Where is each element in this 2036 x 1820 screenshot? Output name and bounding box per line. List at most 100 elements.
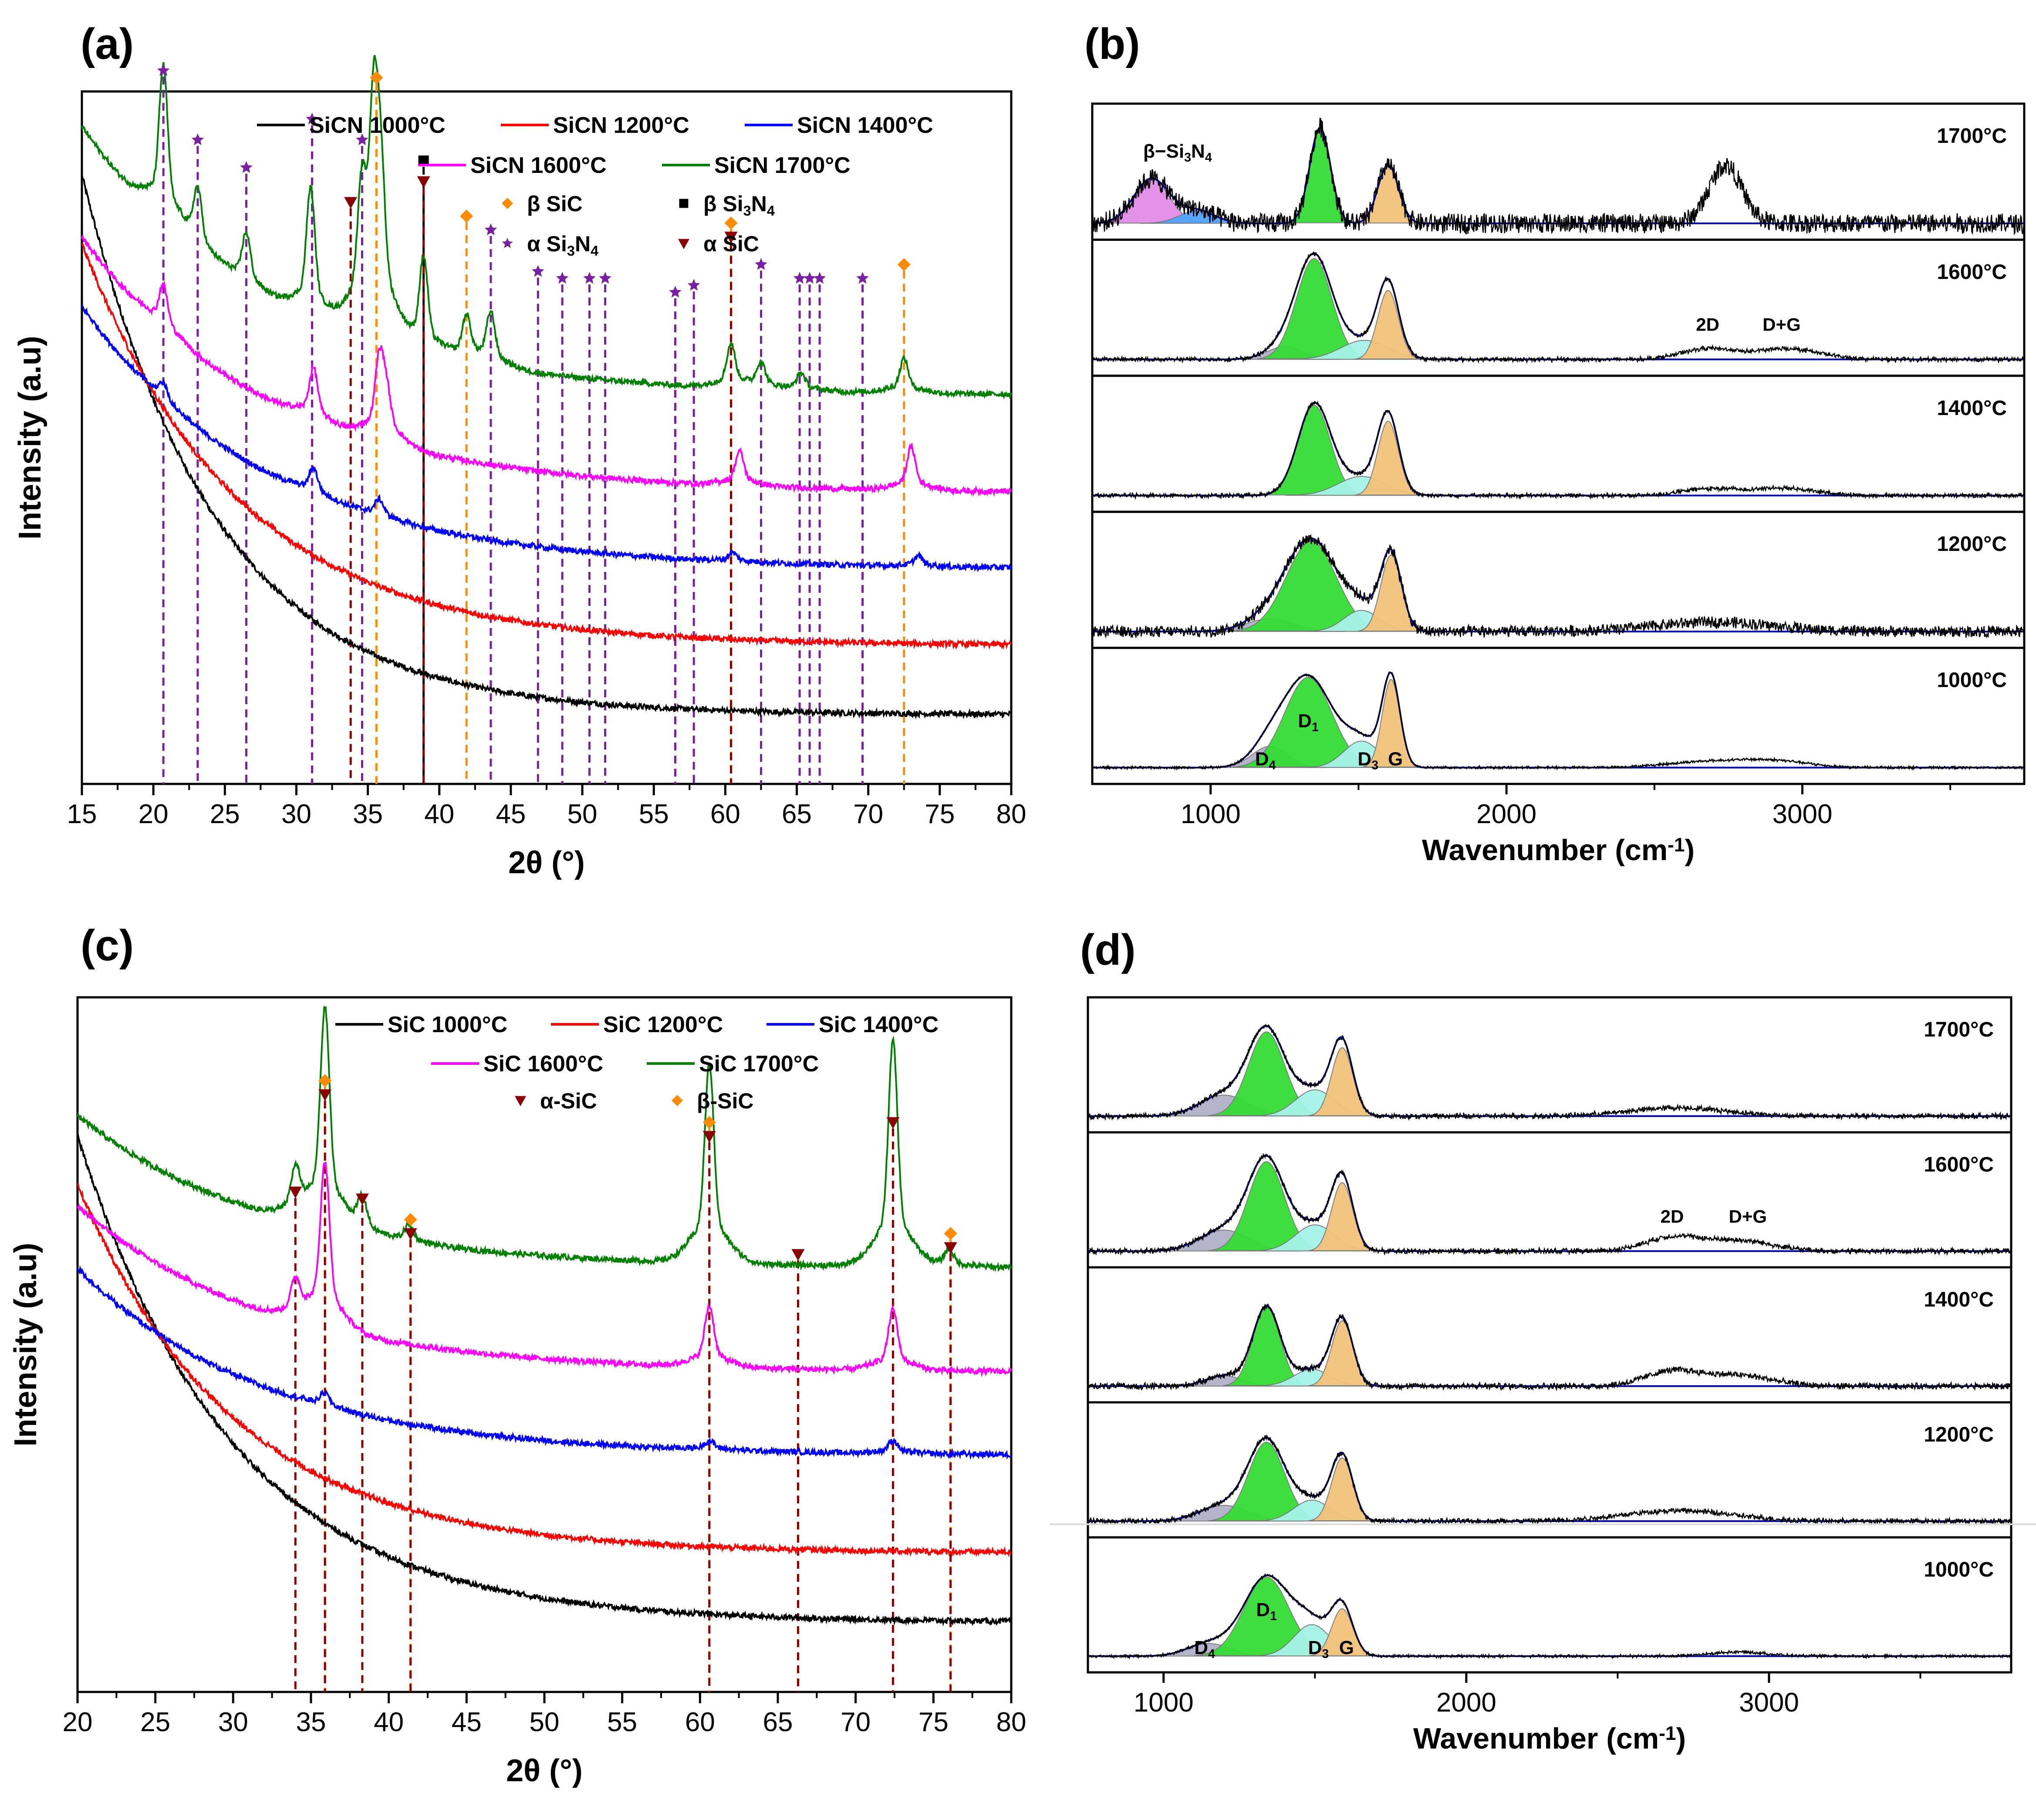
x-tick-label: 65 bbox=[782, 799, 812, 829]
phase-marker bbox=[370, 71, 383, 84]
x-tick-label: 2000 bbox=[1436, 1688, 1496, 1718]
legend-label: SiC 1400°C bbox=[819, 1012, 939, 1037]
phase-marker bbox=[724, 231, 738, 243]
x-tick-label: 20 bbox=[63, 1707, 93, 1737]
x-tick-label: 30 bbox=[218, 1707, 248, 1737]
raman-spectrum bbox=[1091, 534, 2025, 639]
legend-marker-label: α-SiC bbox=[540, 1089, 597, 1113]
phase-marker bbox=[803, 272, 816, 284]
series-line bbox=[81, 242, 1012, 650]
phase-marker bbox=[240, 161, 253, 173]
x-tick-label: 1000 bbox=[1134, 1688, 1194, 1718]
x-tick-label: 3000 bbox=[1773, 799, 1833, 829]
legend-marker-label-part: α Si bbox=[527, 232, 567, 256]
band-label-d4-part: D bbox=[1194, 1637, 1208, 1658]
panel-label-c: (c) bbox=[81, 921, 134, 970]
legend-marker-label: β SiC bbox=[527, 192, 583, 216]
legend-marker-label: α SiC bbox=[703, 232, 759, 256]
x-tick-label: 45 bbox=[496, 799, 526, 829]
legend-marker-label: β Si3N4 bbox=[703, 192, 775, 219]
series-line bbox=[77, 1162, 1012, 1378]
legend-marker-label-part: 4 bbox=[767, 203, 775, 219]
stack-temperature-label: 1700°C bbox=[1924, 1018, 1994, 1041]
raman-spectrum bbox=[1087, 1153, 2012, 1256]
band-annotation-part: 4 bbox=[1205, 151, 1212, 165]
phase-marker bbox=[404, 1228, 417, 1240]
phase-marker bbox=[724, 216, 738, 230]
x-tick-label: 35 bbox=[353, 799, 383, 829]
x-tick-label: 1000 bbox=[1181, 799, 1241, 829]
legend-marker bbox=[672, 1095, 683, 1106]
x-tick-label: 25 bbox=[140, 1707, 170, 1737]
phase-marker bbox=[599, 272, 611, 284]
x-axis-label: Wavenumber (cm-1) bbox=[1422, 834, 1695, 867]
x-axis-label: 2θ (°) bbox=[508, 845, 585, 880]
x-tick-label: 75 bbox=[925, 799, 955, 829]
series-line bbox=[81, 304, 1012, 573]
legend-label: SiC 1600°C bbox=[483, 1051, 603, 1077]
x-tick-label: 40 bbox=[374, 1707, 404, 1737]
legend-label: SiCN 1400°C bbox=[797, 113, 933, 138]
phase-marker bbox=[306, 112, 318, 125]
phase-marker bbox=[191, 133, 204, 145]
x-axis-label: 2θ (°) bbox=[506, 1753, 583, 1788]
raman-spectrum bbox=[1091, 400, 2025, 500]
phase-marker bbox=[791, 1249, 805, 1261]
legend-label: SiCN 1600°C bbox=[470, 153, 607, 178]
xrd-chart-sicn: 15 20 25 30 35 40 45 50 55 60 65 70 75 80 2θ (°) Intens… bbox=[13, 55, 1026, 880]
band-annotation-part: β−Si bbox=[1143, 141, 1184, 162]
legend-label: SiC 1700°C bbox=[699, 1051, 819, 1077]
x-tick-label: 55 bbox=[607, 1707, 637, 1737]
band-annotation-dg: D+G bbox=[1763, 314, 1801, 335]
phase-marker bbox=[556, 272, 569, 284]
band-label-d1: D1 bbox=[1256, 1599, 1277, 1623]
phase-marker bbox=[755, 258, 767, 270]
stack-temperature-label: 1600°C bbox=[1924, 1153, 1994, 1176]
stack-temperature-label: 1600°C bbox=[1937, 260, 2007, 284]
x-tick-label: 35 bbox=[296, 1707, 326, 1737]
x-tick-label: 55 bbox=[639, 799, 669, 829]
series-line bbox=[77, 1183, 1012, 1557]
legend-label: SiC 1000°C bbox=[388, 1012, 507, 1037]
legend-marker bbox=[502, 198, 513, 209]
legend-marker-label: α Si3N4 bbox=[527, 232, 598, 259]
legend-marker-label-part: 4 bbox=[591, 243, 598, 259]
phase-marker bbox=[289, 1186, 302, 1199]
legend-marker-label-part: β SiC bbox=[527, 192, 583, 216]
band-annotation-part: N bbox=[1191, 141, 1205, 162]
raman-spectrum bbox=[1087, 1303, 2012, 1391]
raman-spectrum bbox=[1092, 671, 2025, 771]
phase-marker bbox=[856, 272, 869, 284]
x-tick-label: 3000 bbox=[1739, 1688, 1799, 1718]
x-axis-label: Wavenumber (cm-1) bbox=[1413, 1722, 1686, 1755]
series-line bbox=[81, 235, 1012, 497]
band-annotation-2d: 2D bbox=[1661, 1206, 1684, 1227]
band-label-g-part: G bbox=[1339, 1637, 1354, 1658]
phase-marker bbox=[157, 64, 170, 76]
x-tick-label: 75 bbox=[918, 1707, 949, 1737]
phase-marker bbox=[355, 1193, 369, 1205]
y-axis-label: Intensity (a.u) bbox=[13, 336, 47, 540]
legend-marker-label-part: 3 bbox=[567, 243, 575, 259]
phase-marker bbox=[532, 265, 544, 277]
x-tick-label: 40 bbox=[424, 799, 454, 829]
x-tick-label: 60 bbox=[710, 799, 740, 829]
x-tick-label: 45 bbox=[452, 1707, 482, 1737]
band-label-g: G bbox=[1339, 1637, 1354, 1658]
phase-marker bbox=[793, 272, 806, 284]
phase-marker bbox=[944, 1242, 957, 1254]
series-line bbox=[77, 1132, 1012, 1627]
band-label-d4: D4 bbox=[1255, 749, 1276, 773]
legend-marker bbox=[679, 199, 689, 208]
legend-marker-label-part: α SiC bbox=[703, 232, 759, 256]
band-annotation: β−Si3N4 bbox=[1143, 141, 1212, 165]
fitted-band bbox=[1355, 290, 1421, 360]
legend-marker bbox=[515, 1096, 526, 1106]
legend-marker-label-part: β-SiC bbox=[697, 1089, 754, 1113]
band-label-d4-part: 4 bbox=[1208, 1647, 1215, 1661]
stack-frame bbox=[1091, 647, 2026, 785]
stack-temperature-label: 1700°C bbox=[1937, 125, 2007, 148]
x-axis-label-part: ) bbox=[1676, 1722, 1686, 1755]
